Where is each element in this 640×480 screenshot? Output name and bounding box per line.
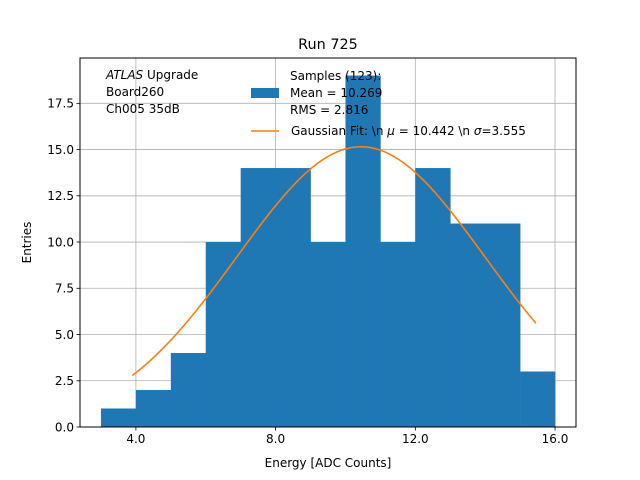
y-tick-label: 10.0 — [47, 235, 74, 249]
legend-fit-symbol: μ — [386, 124, 395, 138]
annotation-text: Ch005 35dB — [106, 102, 180, 116]
histogram-bar — [415, 168, 451, 428]
annotation-line: ATLAS Upgrade — [105, 68, 198, 82]
histogram-bar — [520, 371, 556, 427]
legend-samples-text: RMS = 2.816 — [290, 103, 368, 117]
x-tick-label: 8.0 — [266, 432, 285, 446]
histogram-bar — [240, 168, 276, 428]
annotation-text: Upgrade — [143, 68, 198, 82]
y-axis-label: Entries — [20, 222, 34, 264]
histogram-bar — [100, 408, 137, 427]
legend-fit-text: Gaussian Fit: \n μ = 10.442 \n σ=3.555 — [291, 124, 526, 138]
legend-samples-text: Mean = 10.269 — [290, 86, 382, 100]
legend-fit-segment: =3.555 — [481, 124, 525, 138]
x-tick-label: 4.0 — [126, 432, 145, 446]
atlas-annotation: ATLAS Upgrade Board260 Ch005 35dB — [105, 68, 198, 116]
legend-fit-symbol: σ — [474, 124, 482, 138]
histogram-bar — [345, 75, 381, 428]
x-axis-label: Energy [ADC Counts] — [265, 456, 392, 470]
histogram-bars — [100, 75, 556, 428]
histogram-bar — [380, 242, 416, 427]
x-tick-label: 12.0 — [402, 432, 429, 446]
y-tick-label: 17.5 — [47, 97, 74, 111]
y-tick-label: 0.0 — [55, 420, 74, 434]
plot-frame — [79, 57, 577, 428]
histogram-bar — [205, 242, 241, 427]
gaussian-fit-layer — [131, 145, 537, 377]
histogram-bar — [275, 168, 311, 428]
annotation-italic-text: ATLAS — [105, 68, 144, 82]
legend-samples-text: Samples (123): — [290, 69, 381, 83]
legend-fit-segment: Gaussian Fit: \n — [291, 124, 387, 138]
legend-fit-segment: = 10.442 \n — [395, 124, 474, 138]
x-tick-label: 16.0 — [542, 432, 569, 446]
histogram-bar — [135, 390, 172, 427]
y-tick-label: 15.0 — [47, 143, 74, 157]
histogram-bar — [310, 242, 346, 427]
annotation-text: Board260 — [106, 85, 164, 99]
annotation-line: Ch005 35dB — [106, 102, 180, 116]
y-tick-label: 5.0 — [55, 328, 74, 342]
y-tick-label: 2.5 — [55, 374, 74, 388]
axis-ticks: 4.0 8.0 12.0 16.0 0.0 2.5 5.0 7.5 10.0 12.5 15.0 17… — [47, 97, 568, 446]
histogram-bar — [170, 353, 207, 427]
annotation-line: Board260 — [106, 85, 164, 99]
legend-patch-samples — [251, 88, 279, 98]
histogram-bar — [450, 223, 486, 427]
histogram-bar — [485, 223, 521, 427]
y-tick-label: 7.5 — [55, 282, 74, 296]
chart-title: Run 725 — [298, 37, 358, 53]
legend: Samples (123): Mean = 10.269 RMS = 2.816… — [251, 69, 526, 138]
gaussian-fit-line — [131, 145, 537, 377]
y-tick-label: 12.5 — [47, 189, 74, 203]
